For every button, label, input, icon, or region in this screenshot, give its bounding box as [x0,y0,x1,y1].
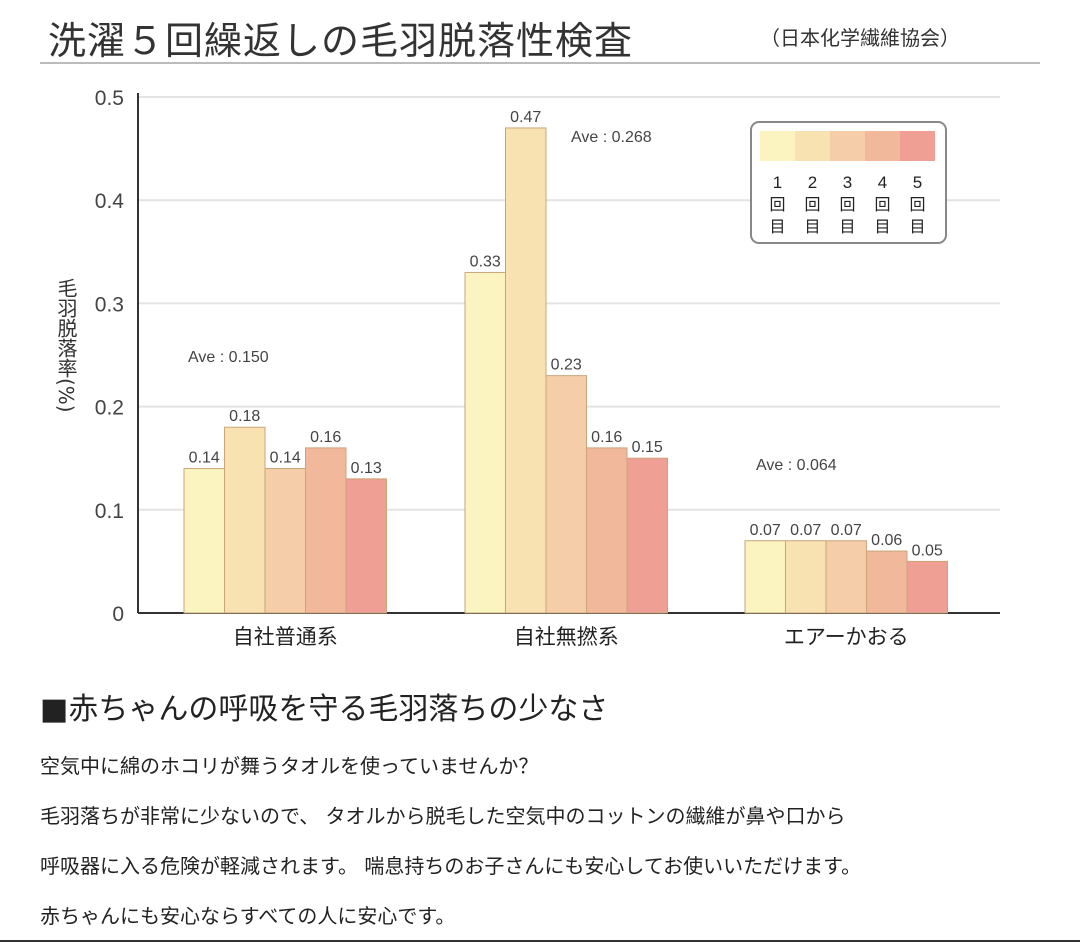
legend-swatch [900,131,935,161]
legend-swatch [760,131,795,161]
bar [264,468,306,614]
legend-kanji-me: 目 [874,217,890,236]
bar [785,540,827,614]
section-heading: ■赤ちゃんの呼吸を守る毛羽落ちの少なさ [40,692,609,727]
bar [464,271,506,614]
legend-number: 5 [913,173,922,192]
bar-value-label: 0.16 [591,429,622,446]
title-divider [40,62,1040,64]
chart-source: （日本化学繊維協会） [760,26,960,50]
y-tick-label: 0.2 [95,397,124,420]
bar-value-label: 0.14 [189,450,220,467]
legend-kanji-kai: 回 [804,195,820,214]
bar [545,375,587,614]
legend-kanji-kai: 回 [874,195,890,214]
legend-number: 3 [843,173,852,192]
paragraph-line-3: 呼吸器に入る危険が軽減されます。 喘息持ちのお子さんにも安心してお使いいただけま… [40,854,862,878]
bar [505,127,547,614]
bar [825,540,867,614]
legend-kanji-me: 目 [769,217,785,236]
legend-number: 4 [878,173,887,192]
paragraph-line-1: 空気中に綿のホコリが舞うタオルを使っていませんか？ [40,754,539,778]
bar-value-label: 0.18 [229,408,260,425]
legend-swatch [830,131,865,161]
x-category-label: エアーかおる [784,625,909,649]
chart-title: 洗濯５回繰返しの毛羽脱落性検査 [48,19,634,63]
bar-value-label: 0.07 [790,522,821,539]
bar-value-label: 0.16 [310,429,341,446]
legend-kanji-me: 目 [839,217,855,236]
legend-number: 1 [773,173,782,192]
y-tick-label: 0.4 [95,190,125,213]
legend-kanji-kai: 回 [769,195,785,214]
bar-value-label: 0.23 [551,357,582,374]
bar [224,426,266,614]
bottom-divider [0,940,1080,942]
y-axis-label: 毛羽脱落率(%) [54,278,78,413]
bar-value-label: 0.07 [831,522,862,539]
paragraph-line-2: 毛羽落ちが非常に少ないので、 タオルから脱毛した空気中のコットンの繊維が鼻や口か… [40,804,846,828]
y-tick-label: 0.1 [95,500,124,523]
average-annotation: Ave : 0.150 [188,349,269,366]
legend-kanji-kai: 回 [839,195,855,214]
y-tick-label: 0.3 [95,293,124,316]
x-category-label: 自社普通系 [233,625,338,649]
bar-value-label: 0.14 [270,450,301,467]
bar-value-label: 0.07 [750,522,781,539]
average-annotation: Ave : 0.064 [756,457,837,474]
paragraph-line-4: 赤ちゃんにも安心ならすべての人に安心です。 [40,904,456,928]
bar [305,447,347,614]
legend-swatch [865,131,900,161]
bar [626,457,668,614]
bar-value-label: 0.06 [871,532,902,549]
bar [345,478,387,614]
bar-value-label: 0.13 [351,460,382,477]
x-category-label: 自社無撚系 [514,625,619,649]
average-annotation: Ave : 0.268 [571,129,652,146]
legend-kanji-me: 目 [909,217,925,236]
legend-kanji-me: 目 [804,217,820,236]
bar [586,447,628,614]
y-tick-label: 0 [112,603,124,626]
legend-kanji-kai: 回 [909,195,925,214]
bar [906,560,948,614]
bar [744,540,786,614]
title-area: 洗濯５回繰返しの毛羽脱落性検査 （日本化学繊維協会） [40,6,1040,64]
legend-number: 2 [808,173,817,192]
legend-swatch [795,131,830,161]
y-tick-label: 0.5 [95,87,124,110]
bar [866,550,908,614]
bar-value-label: 0.47 [510,109,541,126]
bar [183,468,225,614]
bar-value-label: 0.33 [470,253,501,270]
bar-chart: 0 0.1 0.2 0.3 0.4 0.5 毛羽脱落率(%) 0.14 0.18 0.14 0.16… [54,87,1000,649]
bar-value-label: 0.05 [912,542,943,559]
bar-value-label: 0.15 [632,439,663,456]
